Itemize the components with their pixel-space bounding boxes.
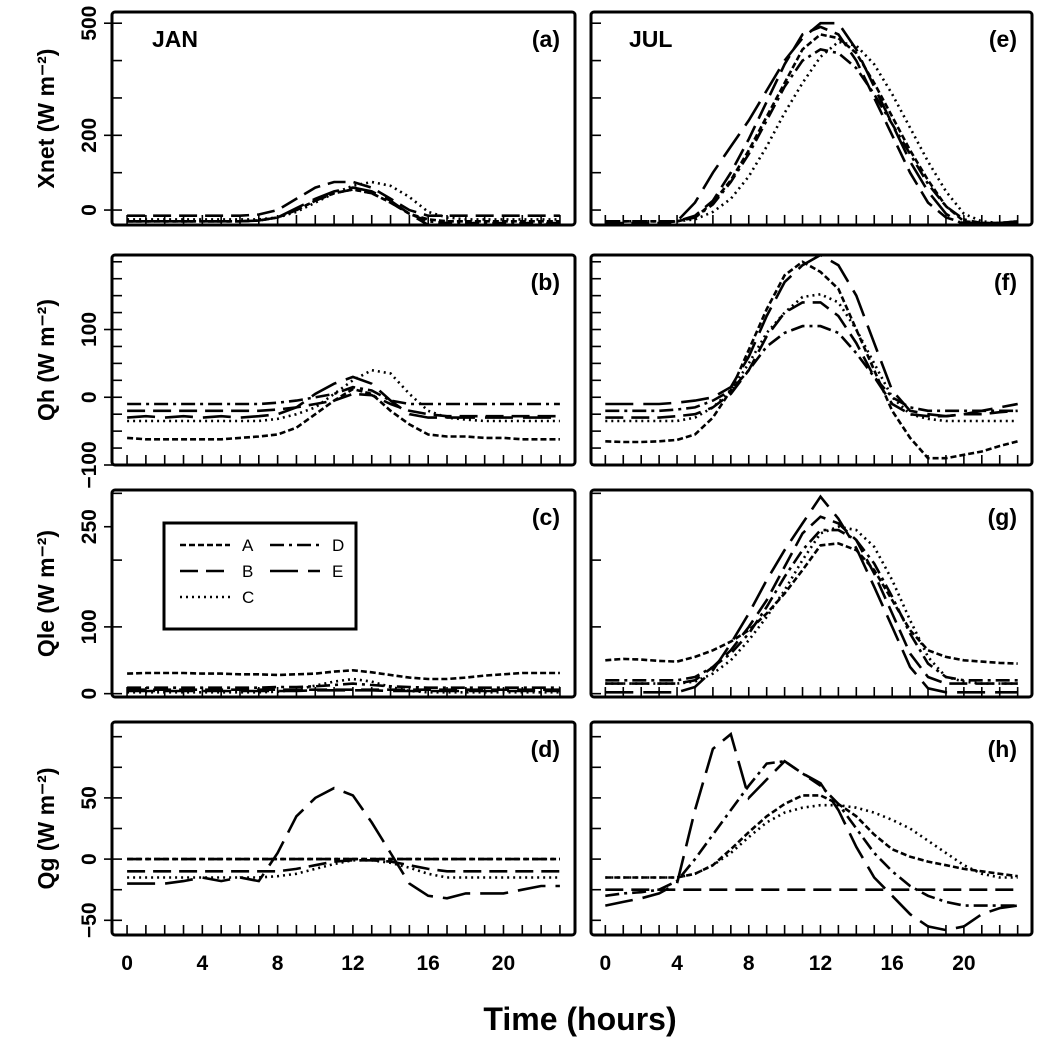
panel-tag: (b) [531,269,560,295]
series-line-E [605,494,1018,694]
legend-label-D: D [332,536,344,555]
panel-b: −100 0 100 Qh (W m⁻²) (b) [33,253,577,489]
legend: ABC DE [162,521,358,631]
y-tick-label: 250 [78,509,101,544]
series-line-A [605,542,1018,665]
panel-tag: (g) [988,504,1017,530]
series-line-D [127,188,560,225]
panel-h: 0 4 8 12 16 20 (h) [589,720,1034,975]
y-tick-label: 100 [78,609,101,644]
legend-box [162,521,358,631]
series-line-B [127,859,560,873]
panel-e: (e) JUL [589,10,1034,227]
series-line-B [127,180,560,217]
x-tick-label: 8 [743,952,755,975]
series-line-C [605,292,1018,423]
series-line-B [605,25,1018,225]
legend-label-E: E [332,562,343,581]
panel-d: 0 4 8 12 16 20 −50 0 50 Qg (W m⁻²) (d) [33,720,577,975]
y-axis-label: Xnet (W m⁻²) [33,49,59,189]
panel-frame [589,10,1034,227]
x-tick-label: 8 [272,952,284,975]
legend-label-A: A [242,536,254,555]
x-axis-label: Time (hours) [483,1001,676,1037]
series-line-B [605,515,1018,685]
y-axis-label: Qg (W m⁻²) [33,768,59,890]
panel-f: (f) [589,253,1034,467]
y-tick-label: −100 [78,441,101,488]
panel-frame [110,488,577,699]
legend-label-C: C [242,588,254,607]
series-line-E [605,21,1018,225]
series-line-B [127,392,560,418]
panel-tag: (h) [988,736,1017,762]
series-line-A [127,387,560,441]
y-tick-label: 0 [78,391,101,403]
series-line-A [605,32,1018,225]
y-tick-label: 500 [78,6,101,41]
x-tick-label: 0 [121,952,133,975]
y-tick-label: 50 [78,786,101,809]
y-tick-label: 0 [78,204,101,216]
y-tick-label: 0 [78,688,101,700]
series-line-C [127,180,560,221]
panel-a: 0 200 500 Xnet (W m⁻²) (a) JAN [33,6,577,227]
panel-g: (g) [589,488,1034,699]
series-line-E [605,731,1018,932]
panel-tag: (e) [989,26,1017,52]
y-tick-label: 100 [78,312,101,347]
y-axis-label: Qh (W m⁻²) [33,299,59,421]
x-tick-label: 20 [492,952,515,975]
month-label: JAN [152,26,198,52]
series-line-E [127,689,560,693]
series-line-C [127,859,560,879]
x-tick-label: 12 [809,952,832,975]
panel-tag: (a) [532,26,560,52]
series-line-D [127,682,560,689]
series-line-B [605,301,1018,419]
panel-c: 0 100 250 Qle (W m⁻²) (c) [33,488,577,700]
series-line-A [127,668,560,681]
y-axis-label: Qle (W m⁻²) [33,530,59,657]
series-line-E [605,255,1018,418]
series-line-C [127,677,560,694]
panel-tag: (d) [531,736,560,762]
x-tick-label: 4 [671,952,683,975]
x-tick-label: 4 [196,952,208,975]
panel-tag: (f) [994,269,1017,295]
panel-frame [589,488,1034,699]
legend-items: ABC DE [180,536,344,607]
series-line-E [127,375,560,419]
panel-frame [110,253,577,467]
series-line-D [605,528,1018,682]
panel-tag: (c) [532,504,560,530]
x-tick-label: 0 [599,952,611,975]
y-tick-label: −50 [78,902,101,938]
x-tick-label: 12 [341,952,364,975]
legend-label-B: B [242,562,253,581]
month-label: JUL [629,26,672,52]
x-tick-label: 16 [880,952,903,975]
series-line-A [605,260,1019,460]
series-line-D [605,324,1018,413]
series-line-C [127,368,560,423]
series-line-E [127,786,560,900]
y-tick-label: 0 [78,853,101,865]
series-line-C [605,40,1018,225]
panel-frame [589,253,1034,467]
x-tick-label: 16 [417,952,440,975]
series-line-D [605,759,1018,907]
series-line-D [127,385,560,406]
series-line-D [605,48,1018,225]
series-line-C [605,525,1018,685]
y-tick-label: 200 [78,118,101,153]
series-line-A [605,794,1018,879]
panel-frame [110,10,577,227]
panel-frame [110,720,577,937]
panel-frame [589,720,1034,937]
x-tick-label: 20 [952,952,975,975]
